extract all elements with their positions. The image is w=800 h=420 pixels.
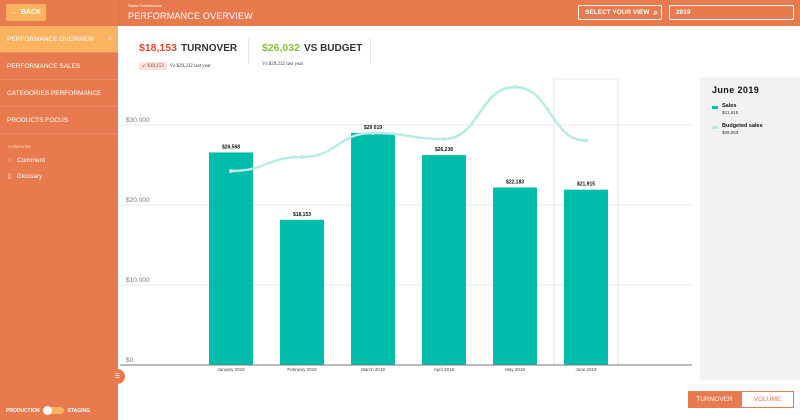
- legend-swatch: [712, 106, 718, 109]
- y-tick-label: $20,000: [126, 197, 150, 204]
- legend-title: June 2019: [712, 85, 760, 95]
- sidebar-item-performance-sales[interactable]: PERFORMANCE SALES: [0, 53, 118, 80]
- x-tick-label: May 2019: [505, 367, 525, 372]
- bar-value-label: $21,915: [577, 182, 595, 188]
- x-tick-label: January 2019: [217, 367, 245, 372]
- bar-value-label: $26,568: [222, 144, 240, 150]
- kpi-turnover: $18,153 TURNOVER ↙ $18,153 Vs $29,232 last…: [139, 42, 238, 70]
- y-tick-label: $0: [126, 357, 134, 364]
- legend-item-budget: Budgeted sales $28,063: [712, 123, 800, 135]
- metric-switch: TURNOVER VOLUME: [688, 391, 794, 408]
- bar-may-2019: [493, 187, 537, 365]
- divider: [118, 0, 119, 26]
- x-tick-label: March 2019: [361, 367, 385, 372]
- budget-point: [442, 137, 446, 141]
- breadcrumb: Sales Performance: [128, 3, 163, 8]
- arrow-left-icon: ←: [10, 9, 18, 16]
- top-bar: ← BACK Sales Performance PERFORMANCE OVER…: [0, 0, 800, 26]
- budget-point: [229, 169, 233, 173]
- sidebar-item-glossary[interactable]: ▯ Glossary: [8, 172, 43, 181]
- trend-badge: ↙ $18,153: [139, 62, 167, 70]
- toggle-switch[interactable]: [42, 405, 64, 415]
- budget-point: [300, 155, 304, 159]
- bar-value-label: $22,183: [506, 180, 524, 186]
- budget-point: [371, 131, 375, 135]
- collaborate-heading: Collaborate: [8, 144, 32, 149]
- bar-value-label: $29 019: [364, 125, 382, 131]
- legend-swatch: [712, 126, 718, 129]
- x-tick-label: April 2019: [434, 367, 455, 372]
- x-tick-label: February 2019: [287, 367, 317, 372]
- bar-value-label: $18,153: [293, 212, 311, 218]
- sidebar-item-comment[interactable]: ◌ Comment: [8, 157, 46, 164]
- year-select[interactable]: 2019: [669, 5, 794, 20]
- divider: [370, 38, 371, 64]
- bar-april-2019: [422, 155, 466, 365]
- budget-point: [584, 138, 588, 143]
- share-icon[interactable]: <: [107, 35, 112, 43]
- x-tick-label: June 2019: [575, 367, 597, 372]
- legend-item-sales: Sales $21,915: [712, 103, 800, 115]
- kpi-budget: $26,032 VS BUDGET Vs $29,232 last year: [262, 42, 363, 67]
- divider: [248, 38, 249, 64]
- bar-march-2019: [351, 132, 395, 365]
- bar-value-label: $26,238: [435, 147, 453, 153]
- comment-icon: ◌: [8, 157, 12, 164]
- sidebar-item-performance-overview[interactable]: PERFORMANCE OVERVIEW <: [0, 26, 118, 53]
- chart-legend: June 2019 Sales $21,915 Budgeted sales $28…: [700, 77, 800, 380]
- bar-january-2019: [209, 152, 253, 365]
- y-tick-label: $10,000: [126, 277, 150, 284]
- environment-toggle[interactable]: PRODUCTION STAGING: [6, 405, 91, 415]
- page-title: PERFORMANCE OVERVIEW: [128, 11, 253, 21]
- budget-point: [513, 85, 517, 89]
- sidebar: PERFORMANCE OVERVIEW < PERFORMANCE SALES …: [0, 26, 118, 420]
- back-button[interactable]: ← BACK: [6, 4, 46, 21]
- search-icon: ⌕: [653, 8, 658, 17]
- list-menu-button[interactable]: ☰: [110, 369, 125, 384]
- y-tick-label: $30,000: [126, 117, 150, 124]
- sidebar-item-products-focus[interactable]: PRODUCTS FOCUS: [0, 107, 118, 134]
- sidebar-item-categories-performance[interactable]: CATEGORIES PERFORMANCE: [0, 80, 118, 107]
- bar-june-2019: [564, 189, 608, 365]
- budget-line: [230, 85, 587, 173]
- volume-button[interactable]: VOLUME: [741, 391, 794, 408]
- bar-february-2019: [280, 219, 324, 365]
- list-icon: ☰: [114, 374, 121, 380]
- book-icon: ▯: [8, 173, 12, 180]
- view-select[interactable]: SELECT YOUR VIEW ⌕: [578, 5, 662, 20]
- trend-down-icon: ↙: [142, 64, 147, 69]
- turnover-button[interactable]: TURNOVER: [688, 391, 741, 408]
